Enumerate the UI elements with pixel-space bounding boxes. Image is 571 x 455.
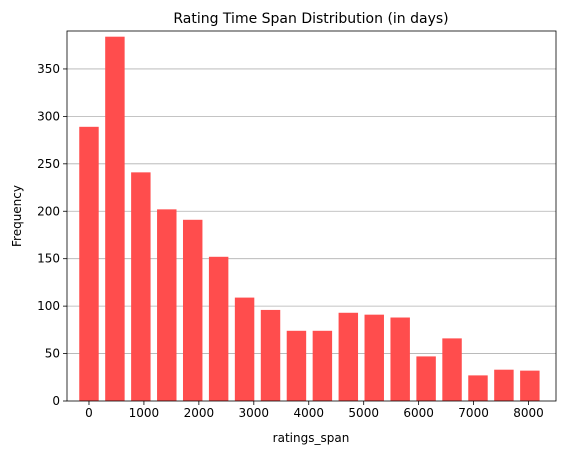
y-tick-label: 300 — [37, 109, 60, 123]
y-tick-label: 50 — [45, 347, 60, 361]
histogram-bar — [442, 338, 462, 401]
bars — [79, 36, 540, 402]
y-axis-ticks: 0 50 100 150 200 250 300 350 — [37, 62, 67, 408]
histogram-bar — [157, 209, 177, 401]
y-tick-label: 100 — [37, 299, 60, 313]
histogram-bar — [182, 219, 203, 401]
x-axis-label: ratings_span — [273, 431, 350, 445]
x-tick-label: 1000 — [129, 406, 160, 420]
y-axis-label: Frequency — [10, 185, 24, 247]
x-tick-label: 6000 — [403, 406, 434, 420]
y-tick-label: 200 — [37, 204, 60, 218]
chart-title: Rating Time Span Distribution (in days) — [173, 11, 448, 27]
y-tick-label: 250 — [37, 157, 60, 171]
histogram-bar — [494, 369, 514, 401]
histogram-bar — [520, 370, 540, 401]
histogram-bar — [234, 297, 255, 401]
x-tick-label: 8000 — [513, 406, 544, 420]
y-tick-label: 350 — [37, 62, 60, 76]
x-tick-label: 3000 — [239, 406, 270, 420]
x-axis-ticks: 0 1000 2000 3000 4000 5000 6000 7000 8000 — [85, 401, 544, 420]
x-tick-label: 0 — [85, 406, 93, 420]
histogram-bar — [416, 356, 436, 401]
plot-frame — [66, 30, 557, 402]
x-tick-label: 4000 — [293, 406, 324, 420]
y-tick-label: 0 — [52, 394, 60, 408]
histogram-bar — [131, 172, 151, 401]
histogram-bar — [312, 330, 333, 401]
x-tick-label: 7000 — [458, 406, 489, 420]
x-tick-label: 5000 — [348, 406, 379, 420]
histogram-bar — [208, 256, 229, 401]
y-tick-label: 150 — [37, 252, 60, 266]
histogram-bar — [390, 317, 410, 401]
x-tick-label: 2000 — [184, 406, 215, 420]
histogram-bar — [364, 314, 384, 401]
histogram-bar — [468, 375, 488, 401]
histogram-bar — [79, 126, 99, 402]
histogram-bar — [338, 312, 359, 401]
histogram-bar — [105, 36, 125, 401]
histogram-bar — [260, 309, 281, 401]
histogram-bar — [286, 330, 307, 401]
